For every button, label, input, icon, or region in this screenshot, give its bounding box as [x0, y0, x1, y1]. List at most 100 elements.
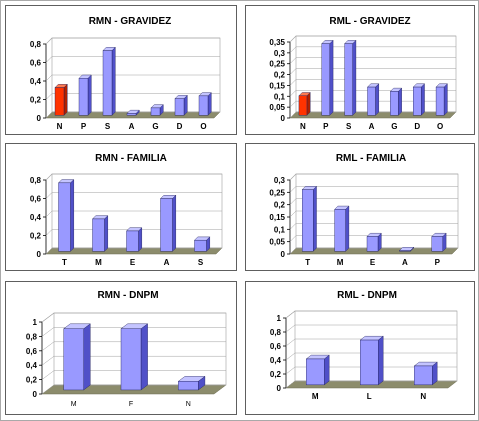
y-tick-label: 0,25 [269, 60, 285, 69]
gridline-depth [41, 384, 55, 395]
bar-side [352, 39, 357, 116]
bar-front [302, 189, 314, 252]
y-tick-label: 0,35 [269, 38, 285, 47]
bar-front [431, 236, 444, 252]
gridline-depth [45, 74, 53, 82]
bar-side [324, 354, 330, 386]
chart-svg-rmn-familia: RMN - FAMILIA 0 0,2 0,4 0,6 0,8 T M E A S [30, 153, 223, 267]
gridline-depth [289, 90, 297, 97]
bar-front [120, 328, 142, 391]
gridline-depth [41, 327, 55, 337]
gridline-depth [289, 173, 297, 181]
y-tick-label: 1 [33, 318, 38, 327]
y-tick-label: 0,05 [269, 103, 285, 112]
bar-side [312, 185, 317, 252]
chart-svg-rml-dnpm: RML - DNPM 0 0,2 0,4 0,6 0,8 1 M L N [270, 290, 458, 401]
gridline-depth [289, 247, 297, 255]
y-tick-label: 0,8 [30, 40, 42, 49]
gridline-depth [289, 186, 297, 193]
chart-svg-rmn-dnpm: RMN - DNPM 0 0,2 0,4 0,6 0,8 1 M F N [26, 290, 227, 408]
bar-front [435, 86, 445, 116]
gridline-depth [285, 338, 296, 347]
x-tick-label: A [402, 258, 408, 267]
bar-rml-gravidez-a [367, 83, 380, 116]
bar-front [360, 339, 379, 386]
bar-side [83, 323, 91, 391]
gridline-depth [289, 198, 297, 205]
gridline-depth [45, 56, 53, 63]
x-tick-label: G [391, 122, 397, 131]
y-tick-label: 0,2 [270, 370, 282, 379]
bar-rml-dnpm-n [413, 361, 438, 386]
gridline-depth [289, 35, 297, 43]
y-tick-label: 0,8 [26, 332, 38, 341]
x-tick-label: P [435, 258, 441, 267]
chart-panel-rml-dnpm: RML - DNPM 0 0,2 0,4 0,6 0,8 1 M L N [245, 281, 475, 415]
chart-svg-rml-familia: RML - FAMILIA 0 0,05 0,1 0,15 0,2 0,25 0,3 T M E A P [269, 153, 459, 267]
bar-front [178, 381, 199, 391]
y-tick-label: 0,05 [269, 238, 285, 247]
x-tick-label: E [130, 258, 136, 267]
x-tick-label: M [312, 392, 319, 401]
y-tick-label: 0,2 [26, 376, 38, 385]
bar-front [399, 250, 411, 252]
bar-side [70, 179, 75, 252]
x-tick-label: F [129, 401, 133, 408]
bar-front [63, 328, 84, 391]
bar-rml-dnpm-m [305, 354, 330, 386]
x-tick-label: M [337, 258, 344, 267]
y-tick-label: 0,6 [270, 342, 282, 351]
y-tick-label: 0,4 [30, 213, 42, 222]
bar-rmn-dnpm-n [177, 375, 206, 391]
bar-side [111, 46, 116, 116]
bar-front [298, 95, 308, 116]
y-tick-label: 0 [37, 250, 42, 259]
y-tick-label: 0 [37, 114, 42, 123]
y-tick-label: 0,6 [30, 195, 42, 204]
x-tick-label: A [129, 122, 135, 131]
bar-side [172, 194, 177, 252]
bar-rml-gravidez-s [344, 39, 357, 116]
bar-rmn-gravidez-n [54, 83, 68, 116]
gridline-depth [45, 173, 53, 181]
chart-panel-rmn-familia: RMN - FAMILIA 0 0,2 0,4 0,6 0,8 T M E A S [5, 143, 237, 271]
bar-front [413, 86, 422, 116]
x-tick-label: O [200, 122, 206, 131]
bar-side [104, 215, 109, 252]
chart-title: RMN - DNPM [97, 290, 158, 301]
gridline-depth [41, 370, 55, 380]
y-tick-label: 0,2 [274, 201, 286, 210]
chart-panel-rmn-gravidez: RMN - GRAVIDEZ 0 0,2 0,4 0,6 0,8 N P S A G D O [5, 5, 237, 135]
x-tick-label: S [105, 122, 111, 131]
chart-title: RML - FAMILIA [336, 153, 406, 164]
bar-rmn-gravidez-s [102, 46, 116, 116]
chart-panel-rmn-dnpm: RMN - DNPM 0 0,2 0,4 0,6 0,8 1 M F N [5, 281, 237, 415]
bar-front [334, 209, 346, 252]
y-tick-label: 0,8 [270, 328, 282, 337]
gridline-depth [289, 111, 297, 119]
x-tick-label: S [198, 258, 204, 267]
bar-rmn-dnpm-m [63, 323, 91, 391]
bar-front [414, 365, 433, 386]
gridline-depth [45, 192, 53, 199]
bar-rmn-familia-a [160, 194, 177, 252]
bar-front [306, 358, 325, 386]
gridline-depth [285, 324, 296, 333]
bar-front [126, 230, 139, 252]
chart-panel-rml-familia: RML - FAMILIA 0 0,05 0,1 0,15 0,2 0,25 0,3 T M E A P [245, 143, 475, 271]
bar-side [306, 91, 311, 116]
bar-rml-familia-p [431, 232, 447, 252]
gridline-depth [45, 247, 53, 255]
gridline-depth [41, 341, 55, 352]
chart-svg-rmn-gravidez: RMN - GRAVIDEZ 0 0,2 0,4 0,6 0,8 N P S A G D O [30, 16, 221, 131]
bar-rml-familia-t [301, 185, 317, 252]
x-tick-label: L [367, 392, 372, 401]
y-tick-label: 0,2 [274, 71, 286, 80]
y-tick-label: 0,4 [270, 356, 282, 365]
bar-rmn-familia-s [194, 236, 211, 252]
bar-front [194, 239, 207, 252]
y-tick-label: 0 [281, 250, 286, 259]
bar-side [329, 39, 334, 116]
bar-side [345, 205, 350, 252]
gridline-depth [285, 366, 296, 375]
